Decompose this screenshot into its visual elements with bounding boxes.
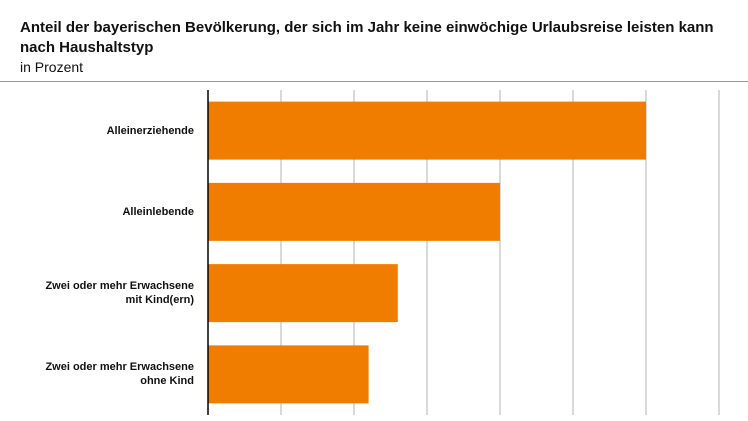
category-label: Alleinerziehende xyxy=(106,124,194,137)
bar xyxy=(208,182,500,241)
category-label: Zwei oder mehr Erwachsene mit Kind(ern) xyxy=(45,280,194,307)
category-label: Alleinlebende xyxy=(122,205,194,218)
category-label: Zwei oder mehr Erwachsene ohne Kind xyxy=(45,361,194,388)
chart-title: Anteil der bayerischen Bevölkerung, der … xyxy=(20,19,714,56)
bar xyxy=(208,101,646,160)
bar xyxy=(208,345,369,404)
bar xyxy=(208,264,398,323)
title-divider xyxy=(0,81,748,82)
chart-subtitle: in Prozent xyxy=(20,59,84,75)
